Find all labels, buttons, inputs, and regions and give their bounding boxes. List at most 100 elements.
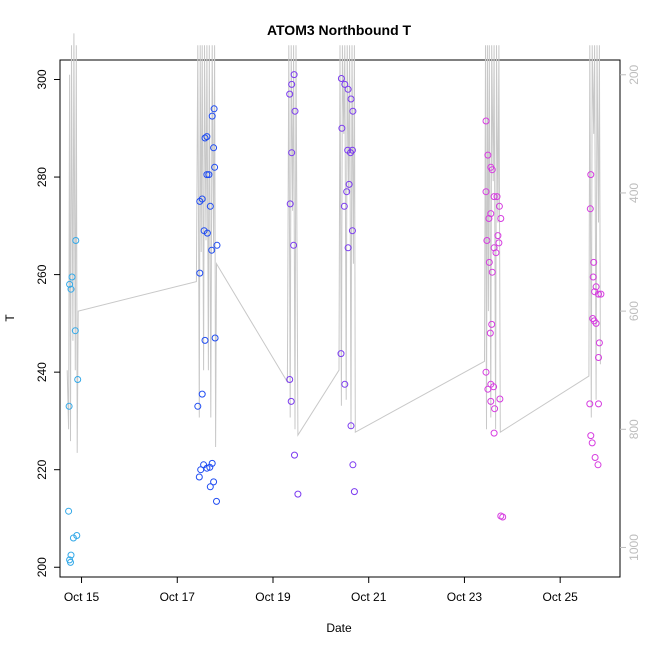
data-point [343, 188, 351, 196]
data-point [287, 397, 295, 405]
data-point [349, 461, 357, 469]
data-point [482, 117, 490, 125]
data-point [337, 75, 345, 82]
x-tick-label: Oct 19 [255, 590, 291, 604]
data-point [496, 395, 504, 403]
data-point [210, 478, 218, 486]
data-point [206, 202, 214, 210]
data-point [347, 95, 355, 103]
y-tick-label: 280 [35, 167, 49, 187]
data-point [291, 451, 298, 459]
data-point [495, 202, 503, 210]
data-point [340, 202, 348, 210]
data-point [286, 90, 294, 98]
data-point [65, 402, 73, 410]
data-point [341, 380, 349, 388]
data-point [288, 149, 296, 157]
data-point [494, 232, 502, 240]
data-point [495, 239, 503, 247]
data-point [194, 402, 202, 410]
data-point [337, 350, 345, 358]
y-tick-label: 240 [35, 362, 49, 382]
data-point [595, 354, 602, 361]
data-point [592, 319, 600, 327]
data-point [210, 144, 218, 152]
data-point [594, 461, 602, 469]
data-point [213, 497, 220, 505]
data-point [203, 229, 211, 237]
data-point [587, 432, 595, 440]
data-point [350, 488, 358, 496]
data-point [286, 200, 294, 208]
data-point [490, 383, 498, 391]
y2-tick-label: 600 [627, 301, 641, 321]
data-point [290, 241, 298, 249]
data-point [344, 244, 352, 252]
data-point [347, 422, 355, 430]
data-point [208, 459, 216, 467]
data-point [589, 273, 597, 281]
data-point [206, 483, 214, 491]
data-point [487, 210, 495, 218]
y2-tick-label: 200 [627, 64, 641, 84]
y2-tick-label: 400 [627, 183, 641, 203]
data-point [482, 188, 490, 196]
data-point [597, 290, 605, 298]
data-point [499, 513, 507, 521]
data-point [490, 193, 498, 201]
data-point [591, 454, 599, 461]
x-tick-label: Oct 25 [542, 590, 578, 604]
data-point [291, 107, 299, 115]
data-point [338, 124, 346, 132]
data-point [286, 376, 294, 383]
data-point [591, 288, 599, 296]
data-point [198, 390, 206, 398]
data-point [592, 283, 600, 291]
data-point [65, 507, 73, 515]
data-point [198, 195, 206, 203]
y-axis: 200 220 240 260 280 300 [35, 69, 60, 577]
data-point [595, 400, 602, 408]
x-tick-label: Oct 21 [351, 590, 387, 604]
data-point [203, 133, 211, 141]
data-point [294, 490, 302, 498]
data-point [67, 551, 75, 559]
data-point [586, 205, 594, 213]
data-point [68, 273, 76, 281]
data-point [201, 336, 209, 344]
data-point [66, 280, 74, 288]
data-point [211, 334, 219, 342]
x-tick-label: Oct 23 [447, 590, 483, 604]
pressure-line-layer [66, 33, 601, 453]
y-axis-label: T [3, 314, 17, 322]
data-point [203, 171, 211, 179]
data-point [341, 80, 349, 88]
data-point [488, 268, 496, 276]
data-point [195, 473, 203, 481]
data-point [201, 134, 209, 142]
y-tick-label: 260 [35, 264, 49, 284]
data-point [344, 85, 352, 93]
data-point [196, 197, 204, 205]
scatter-points-layer [65, 71, 605, 566]
secondary-y-axis: 200 400 600 800 1000 [620, 64, 641, 561]
data-point [588, 439, 596, 447]
x-tick-label: Oct 15 [64, 590, 100, 604]
data-point [492, 249, 500, 257]
x-axis: Oct 15 Oct 17 Oct 19 Oct 21 Oct 23 Oct 25 [64, 577, 578, 604]
data-point [483, 237, 491, 244]
data-point [211, 163, 219, 171]
data-point [488, 320, 496, 328]
data-point [208, 112, 216, 120]
data-point [488, 166, 496, 174]
data-point [587, 171, 595, 179]
data-point [210, 105, 218, 113]
data-point [200, 461, 208, 469]
data-point [586, 400, 594, 408]
data-point [595, 339, 603, 347]
data-point [349, 107, 357, 115]
data-point [482, 368, 490, 376]
data-point [345, 180, 353, 188]
data-point [590, 258, 598, 266]
